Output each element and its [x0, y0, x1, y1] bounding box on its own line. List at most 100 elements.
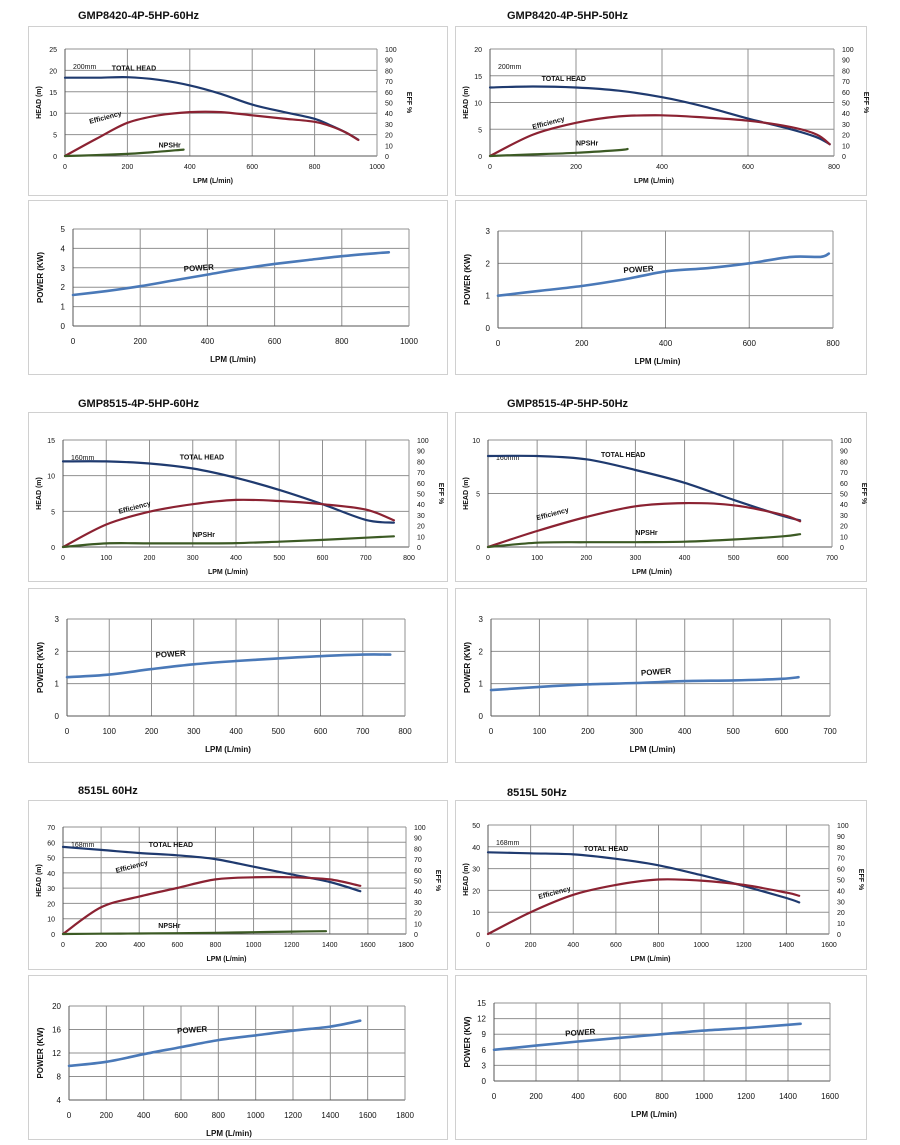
- y2-tick-label: 50: [842, 101, 850, 108]
- y-tick-label: 15: [49, 90, 57, 97]
- y2-tick-label: 40: [840, 502, 848, 509]
- impeller-size-label: 160mm: [71, 455, 95, 462]
- x-tick-label: 300: [630, 727, 644, 736]
- x-tick-label: 600: [777, 555, 789, 562]
- y-tick-label: 0: [51, 545, 55, 552]
- y-axis-label: HEAD (m): [463, 863, 470, 896]
- series-label-total-head: TOTAL HEAD: [542, 76, 586, 83]
- y-tick-label: 1: [55, 680, 60, 689]
- y-axis-label: HEAD (m): [36, 477, 43, 510]
- y-tick-label: 30: [472, 867, 480, 874]
- y2-tick-label: 30: [414, 900, 422, 907]
- y2-tick-label: 20: [417, 524, 425, 531]
- chart-title-gmp8420-60: GMP8420-4P-5HP-60Hz: [78, 10, 200, 22]
- x-tick-label: 1200: [284, 1111, 302, 1120]
- y-tick-label: 12: [477, 1015, 486, 1024]
- series-label-power: POWER: [155, 649, 186, 660]
- x-tick-label: 600: [171, 942, 183, 949]
- series-line-power: [496, 252, 831, 297]
- y-axis-label: POWER (KW): [463, 1016, 472, 1067]
- y2-axis-label: EFF %: [857, 869, 864, 891]
- x-tick-label: 1200: [736, 942, 752, 949]
- y-tick-label: 10: [472, 910, 480, 917]
- y-axis-label: POWER (KW): [463, 642, 472, 693]
- x-axis-label: LPM (L/min): [193, 178, 233, 185]
- series-line-total-head: [486, 454, 802, 522]
- x-tick-label: 1400: [779, 1092, 797, 1101]
- x-tick-label: 0: [489, 727, 494, 736]
- x-tick-label: 100: [531, 555, 543, 562]
- head-chart-gmp8515-50: 0 100 200 300 400 500 600 700 0 5 10 0 10 20 30 40 50 60 7…: [455, 412, 867, 582]
- y-tick-label: 50: [47, 856, 55, 863]
- x-tick-label: 800: [403, 555, 415, 562]
- power-chart-gmp8420-50: 0 200 400 600 800 0 1 2 3 POWER (KW) LPM (L/min) PO…: [455, 200, 867, 375]
- y-tick-label: 0: [53, 154, 57, 161]
- x-tick-label: 800: [210, 942, 222, 949]
- x-tick-label: 0: [486, 942, 490, 949]
- y2-tick-label: 90: [842, 58, 850, 65]
- impeller-size-label: 160mm: [496, 455, 520, 462]
- y2-tick-label: 30: [840, 513, 848, 520]
- y-tick-label: 0: [61, 322, 66, 331]
- y-tick-label: 25: [49, 47, 57, 54]
- series-line-npshr: [61, 930, 328, 936]
- x-tick-label: 200: [570, 164, 582, 171]
- y-tick-label: 4: [57, 1096, 62, 1105]
- x-tick-label: 600: [743, 339, 757, 348]
- y2-tick-label: 20: [414, 911, 422, 918]
- y-tick-label: 15: [47, 438, 55, 445]
- x-tick-label: 1600: [360, 942, 376, 949]
- x-tick-label: 800: [826, 339, 840, 348]
- x-tick-label: 400: [230, 555, 242, 562]
- x-tick-label: 0: [67, 1111, 72, 1120]
- series-line-total-head: [488, 85, 831, 146]
- x-axis-label: LPM (L/min): [630, 956, 670, 963]
- x-tick-label: 400: [229, 727, 243, 736]
- y-tick-label: 5: [61, 225, 66, 234]
- x-tick-label: 0: [61, 555, 65, 562]
- series-label-total-head: TOTAL HEAD: [112, 65, 156, 72]
- x-tick-label: 400: [567, 942, 579, 949]
- y-tick-label: 2: [486, 259, 491, 268]
- x-tick-label: 200: [100, 1111, 114, 1120]
- x-tick-label: 400: [656, 164, 668, 171]
- y2-tick-label: 100: [837, 823, 849, 830]
- y2-axis-label: EFF %: [434, 870, 441, 892]
- y-tick-label: 6: [482, 1046, 487, 1055]
- x-tick-label: 600: [613, 1092, 627, 1101]
- series-line-efficiency: [486, 501, 802, 549]
- y2-tick-label: 80: [414, 846, 422, 853]
- y2-axis-label: EFF %: [405, 92, 412, 114]
- power-chart-8515l-50: 0 200 400 600 800 1000 1200 1400 1600 0 3 6 9 12 15 POW…: [455, 975, 867, 1140]
- y-tick-label: 9: [482, 1030, 487, 1039]
- y2-tick-label: 100: [385, 47, 397, 54]
- y-tick-label: 2: [55, 647, 60, 656]
- y-tick-label: 0: [479, 712, 484, 721]
- y2-tick-label: 40: [842, 111, 850, 118]
- y2-tick-label: 70: [417, 470, 425, 477]
- x-axis-label: LPM (L/min): [210, 355, 256, 364]
- y2-tick-label: 90: [837, 834, 845, 841]
- x-tick-label: 1200: [737, 1092, 755, 1101]
- y2-tick-label: 80: [842, 68, 850, 75]
- y-tick-label: 10: [49, 111, 57, 118]
- x-tick-label: 200: [95, 942, 107, 949]
- y2-tick-label: 100: [840, 438, 852, 445]
- y2-tick-label: 100: [414, 825, 426, 832]
- y-tick-label: 5: [53, 133, 57, 140]
- x-tick-label: 200: [575, 339, 589, 348]
- series-label-power: POWER: [623, 264, 654, 275]
- y-tick-label: 0: [476, 545, 480, 552]
- y-tick-label: 20: [47, 901, 55, 908]
- x-axis-label: LPM (L/min): [205, 745, 251, 754]
- head-chart-gmp8420-60: 0 200 400 600 800 1000 0 5 10 15 20 25 0 10 20 30 40 50 60…: [28, 26, 448, 196]
- y-axis-label: POWER (KW): [463, 254, 472, 305]
- y-tick-label: 2: [479, 647, 484, 656]
- y-axis-label: POWER (KW): [36, 1027, 45, 1078]
- x-tick-label: 600: [775, 727, 789, 736]
- series-label-total-head: TOTAL HEAD: [601, 452, 645, 459]
- y2-tick-label: 0: [414, 932, 418, 939]
- y2-tick-label: 40: [417, 502, 425, 509]
- series-line-npshr: [488, 147, 629, 158]
- chart-title-8515l-60: 8515L 60Hz: [78, 785, 138, 797]
